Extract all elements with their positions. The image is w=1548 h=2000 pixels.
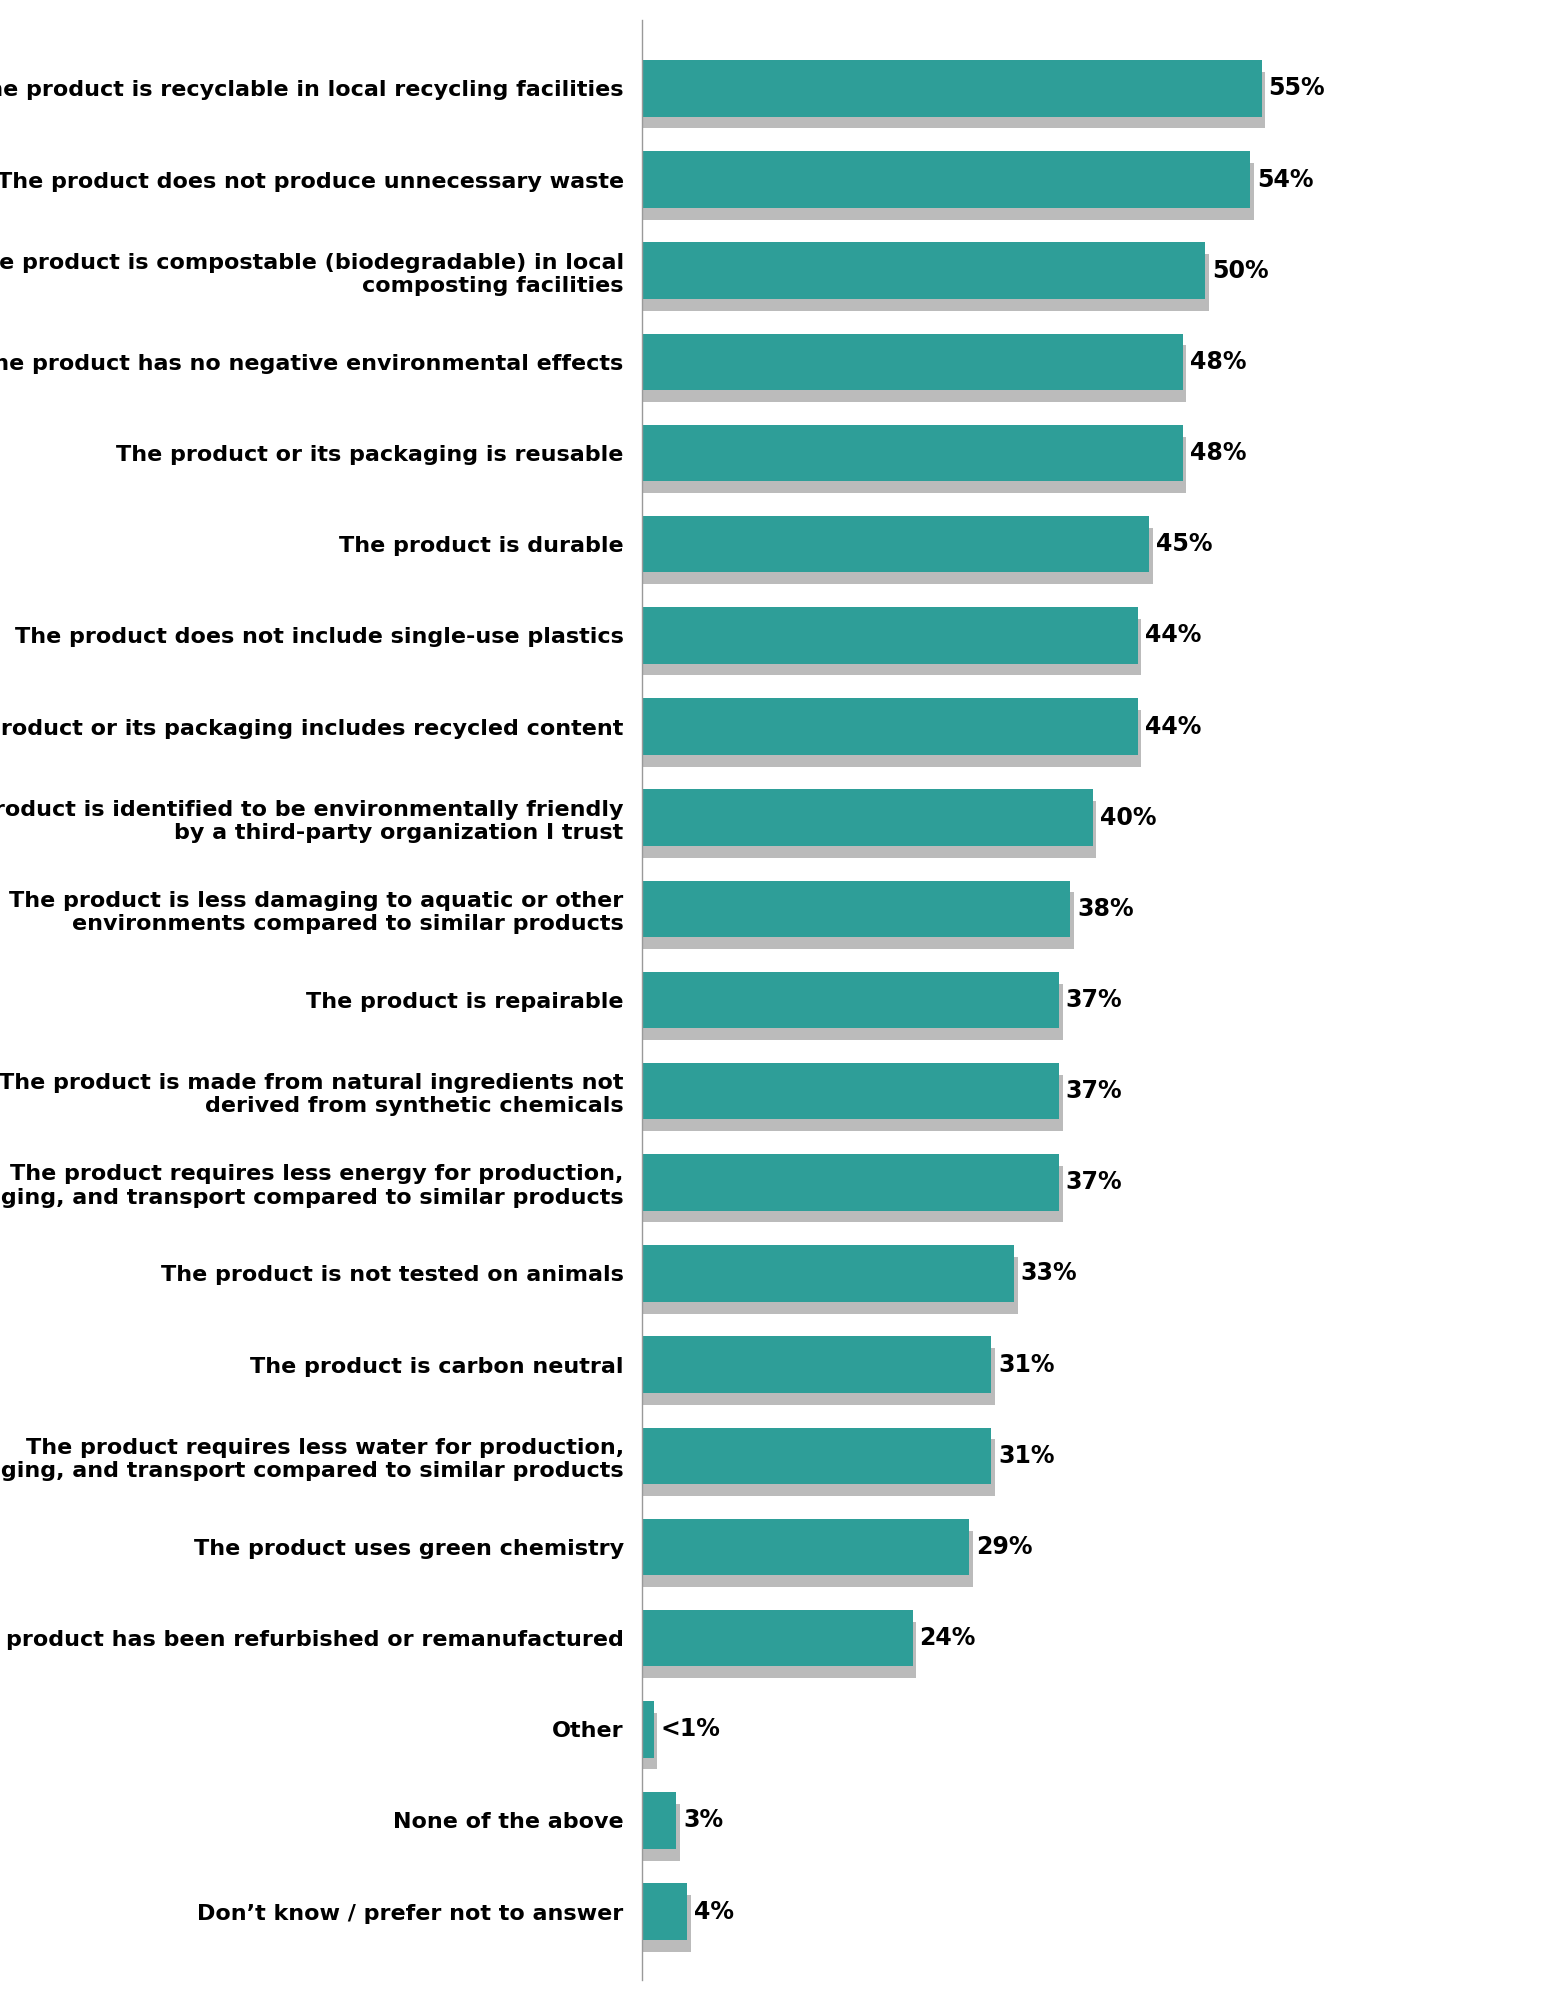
Text: 48%: 48%: [1189, 350, 1246, 374]
Bar: [644, 618, 1141, 676]
Bar: [642, 1518, 969, 1576]
Bar: [644, 710, 1141, 766]
Bar: [644, 1804, 680, 1860]
Bar: [642, 1702, 653, 1758]
Text: 44%: 44%: [1144, 714, 1201, 738]
Text: 44%: 44%: [1144, 624, 1201, 648]
Bar: [644, 984, 1062, 1040]
Bar: [642, 1154, 1059, 1210]
Text: 3%: 3%: [683, 1808, 723, 1832]
Bar: [642, 152, 1251, 208]
Bar: [642, 242, 1206, 298]
Bar: [644, 1348, 995, 1404]
Text: 40%: 40%: [1099, 806, 1156, 830]
Bar: [644, 1258, 1017, 1314]
Bar: [642, 334, 1183, 390]
Bar: [642, 1246, 1014, 1302]
Bar: [642, 1884, 687, 1940]
Bar: [642, 608, 1138, 664]
Bar: [642, 1062, 1059, 1120]
Bar: [642, 1792, 676, 1848]
Bar: [644, 1622, 916, 1678]
Text: 54%: 54%: [1257, 168, 1314, 192]
Text: 55%: 55%: [1268, 76, 1325, 100]
Text: 37%: 37%: [1065, 1170, 1122, 1194]
Text: 38%: 38%: [1077, 896, 1133, 920]
Bar: [644, 1530, 972, 1588]
Bar: [644, 1712, 658, 1770]
Bar: [644, 436, 1186, 494]
Bar: [642, 790, 1093, 846]
Bar: [642, 516, 1149, 572]
Bar: [644, 1440, 995, 1496]
Bar: [644, 346, 1186, 402]
Text: 48%: 48%: [1189, 442, 1246, 466]
Bar: [644, 164, 1254, 220]
Bar: [642, 424, 1183, 482]
Text: 31%: 31%: [998, 1444, 1054, 1468]
Bar: [642, 1428, 991, 1484]
Bar: [642, 60, 1262, 116]
Text: 37%: 37%: [1065, 1080, 1122, 1104]
Bar: [644, 1896, 690, 1952]
Bar: [644, 72, 1265, 128]
Text: 45%: 45%: [1156, 532, 1212, 556]
Bar: [644, 1074, 1062, 1132]
Bar: [644, 254, 1209, 310]
Text: 33%: 33%: [1020, 1262, 1077, 1286]
Bar: [644, 1166, 1062, 1222]
Bar: [644, 802, 1096, 858]
Text: 4%: 4%: [694, 1900, 734, 1924]
Bar: [644, 892, 1074, 948]
Bar: [644, 528, 1153, 584]
Text: 50%: 50%: [1212, 258, 1269, 282]
Text: <1%: <1%: [661, 1718, 720, 1742]
Bar: [642, 972, 1059, 1028]
Bar: [642, 880, 1070, 938]
Bar: [642, 1610, 913, 1666]
Text: 37%: 37%: [1065, 988, 1122, 1012]
Text: 24%: 24%: [920, 1626, 975, 1650]
Text: 31%: 31%: [998, 1352, 1054, 1376]
Bar: [642, 1336, 991, 1392]
Bar: [642, 698, 1138, 754]
Text: 29%: 29%: [975, 1534, 1033, 1558]
